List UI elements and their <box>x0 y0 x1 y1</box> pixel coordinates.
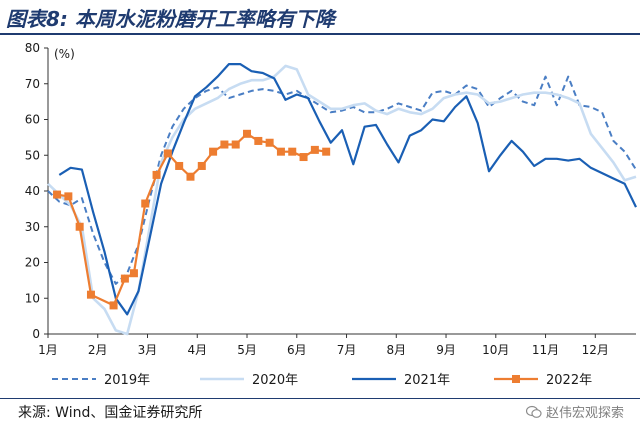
x-tick-label: 2月 <box>88 343 108 357</box>
series-point <box>53 190 62 199</box>
y-tick-label: 30 <box>25 220 40 234</box>
series-point <box>299 153 308 162</box>
legend-marker <box>512 375 520 383</box>
source-divider <box>0 398 640 399</box>
series-point <box>209 147 218 156</box>
y-tick-label: 10 <box>25 291 40 305</box>
series-point <box>163 149 172 158</box>
x-tick-label: 4月 <box>187 343 207 357</box>
y-tick-label: 20 <box>25 256 40 270</box>
series-point <box>86 290 95 299</box>
y-tick-label: 60 <box>25 113 40 127</box>
series-group <box>47 62 637 336</box>
y-tick-label: 50 <box>25 148 40 162</box>
series-point <box>231 140 240 149</box>
series-4 <box>53 129 331 310</box>
series-point <box>186 172 195 181</box>
series-line <box>56 132 327 307</box>
chart-title: 图表8: 本周水泥粉磨开工率略有下降 <box>6 7 335 31</box>
legend-item: 2019年 <box>52 373 150 388</box>
series-point <box>175 161 184 170</box>
series-point <box>120 274 129 283</box>
x-tick-label: 3月 <box>138 343 158 357</box>
series-point <box>220 140 229 149</box>
y-unit-label: (%) <box>54 47 75 61</box>
legend-label: 2021年 <box>404 373 450 388</box>
source-note: 来源: Wind、国金证券研究所 <box>18 405 203 421</box>
series-point <box>322 147 331 156</box>
chart-area: 0 10 20 30 40 50 60 70 80 (%) 1月 2月 3月 4月 5月 6月 7月 8月 9月 10… <box>25 41 637 388</box>
x-tick-label: 8月 <box>386 343 406 357</box>
series-line <box>58 62 637 316</box>
y-tick-label: 40 <box>25 184 40 198</box>
x-tick-label: 10月 <box>482 343 509 357</box>
x-tick-label: 9月 <box>436 343 456 357</box>
legend-item: 2021年 <box>352 373 450 388</box>
y-tick-label: 70 <box>25 77 40 91</box>
watermark-text: 赵伟宏观探索 <box>545 406 624 421</box>
legend-label: 2022年 <box>546 373 592 388</box>
series-point <box>129 269 138 278</box>
series-point <box>109 301 118 310</box>
legend-label: 2020年 <box>252 373 298 388</box>
series-point <box>288 147 297 156</box>
y-tick-label: 80 <box>25 41 40 55</box>
series-point <box>276 147 285 156</box>
series-1 <box>47 75 637 285</box>
legend-item: 2022年 <box>494 373 592 388</box>
series-point <box>265 138 274 147</box>
y-tick-label: 0 <box>32 327 40 341</box>
series-3 <box>58 62 637 316</box>
x-tick-label: 6月 <box>287 343 307 357</box>
watermark: 赵伟宏观探索 <box>525 402 624 421</box>
x-tick-label: 1月 <box>38 343 58 357</box>
title-divider <box>0 33 640 35</box>
axes-group: 0 10 20 30 40 50 60 70 80 (%) 1月 2月 3月 4月 5月 6月 7月 8月 9月 10… <box>25 41 636 357</box>
series-point <box>243 129 252 138</box>
series-line <box>47 64 637 336</box>
series-point <box>197 161 206 170</box>
legend: 2019年 2020年 2021年 2022年 <box>52 373 592 388</box>
series-point <box>254 136 263 145</box>
series-2 <box>47 64 637 336</box>
series-point <box>152 170 161 179</box>
series-point <box>75 222 84 231</box>
series-line <box>47 75 637 285</box>
wechat-icon <box>525 405 542 418</box>
series-point <box>310 145 319 154</box>
x-tick-label: 5月 <box>237 343 257 357</box>
legend-item: 2020年 <box>200 373 298 388</box>
legend-label: 2019年 <box>104 373 150 388</box>
x-tick-label: 7月 <box>337 343 357 357</box>
series-point <box>64 192 73 201</box>
x-tick-label: 11月 <box>532 343 559 357</box>
x-tick-label: 12月 <box>582 343 609 357</box>
series-point <box>141 199 150 208</box>
